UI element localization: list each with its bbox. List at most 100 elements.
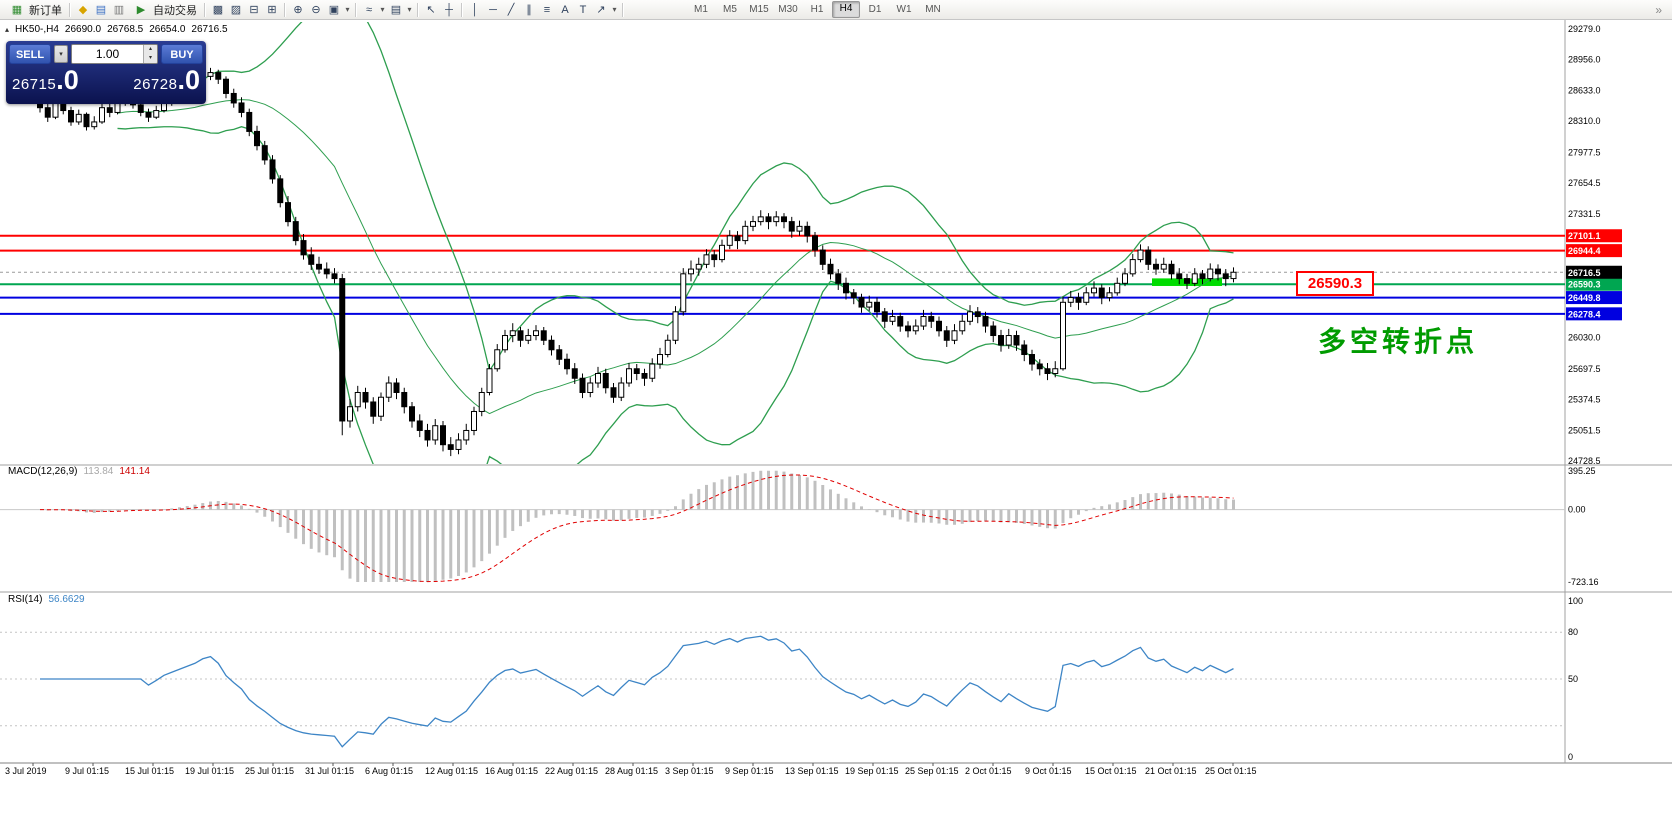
- candle[interactable]: [835, 273, 842, 284]
- shapes-dropdown-icon[interactable]: ▾: [612, 5, 617, 14]
- candle[interactable]: [254, 130, 260, 147]
- candle[interactable]: [579, 377, 586, 393]
- trendline-icon[interactable]: ╱: [507, 4, 515, 16]
- candle[interactable]: [161, 102, 167, 112]
- candle[interactable]: [742, 225, 749, 242]
- candle[interactable]: [571, 368, 578, 379]
- candle[interactable]: [91, 121, 98, 128]
- candle[interactable]: [982, 316, 989, 327]
- candle[interactable]: [416, 420, 423, 431]
- candle[interactable]: [587, 382, 594, 393]
- candle[interactable]: [1191, 273, 1198, 284]
- candle[interactable]: [657, 354, 663, 365]
- new-order-button[interactable]: ▦ 新订单: [4, 2, 66, 18]
- timeframe-m5[interactable]: M5: [723, 4, 737, 15]
- candle[interactable]: [215, 72, 222, 80]
- candle[interactable]: [757, 216, 764, 223]
- candle[interactable]: [664, 339, 671, 356]
- candle[interactable]: [370, 401, 377, 417]
- candle[interactable]: [602, 373, 609, 389]
- cascade-windows-icon[interactable]: ⊟: [249, 4, 259, 16]
- sell-button[interactable]: SELL: [9, 44, 51, 64]
- candle[interactable]: [137, 104, 144, 113]
- candle[interactable]: [726, 235, 733, 246]
- buy-button[interactable]: BUY: [161, 44, 203, 64]
- turning-point-note[interactable]: 多空转折点: [1318, 326, 1479, 357]
- candle[interactable]: [974, 311, 981, 318]
- one-click-toggle-icon[interactable]: ▴: [5, 25, 10, 34]
- candle[interactable]: [1091, 287, 1097, 294]
- candle[interactable]: [897, 316, 904, 327]
- candle[interactable]: [556, 349, 563, 360]
- tile-windows-icon[interactable]: ⊞: [267, 4, 277, 16]
- new-chart-icon[interactable]: ▩: [212, 4, 224, 16]
- navigator-icon[interactable]: ▥: [113, 4, 125, 16]
- candle[interactable]: [1230, 271, 1237, 280]
- candle[interactable]: [672, 311, 679, 341]
- profiles-icon[interactable]: ▨: [230, 4, 242, 16]
- indicators-icon[interactable]: ≈: [365, 3, 373, 16]
- candle[interactable]: [1168, 263, 1175, 275]
- candle[interactable]: [1153, 263, 1159, 270]
- candle[interactable]: [1013, 335, 1020, 346]
- candle[interactable]: [145, 111, 152, 118]
- candle[interactable]: [889, 316, 896, 322]
- candle[interactable]: [936, 320, 942, 332]
- candle[interactable]: [610, 387, 617, 398]
- candle[interactable]: [990, 325, 997, 337]
- volume-down-icon[interactable]: ▾: [144, 54, 157, 63]
- arrow-tool-icon[interactable]: ↗: [596, 4, 606, 16]
- volume-up-icon[interactable]: ▴: [144, 45, 157, 54]
- candle[interactable]: [540, 330, 547, 341]
- candle[interactable]: [633, 368, 640, 375]
- candle[interactable]: [99, 107, 105, 123]
- candle[interactable]: [44, 107, 51, 118]
- candle[interactable]: [207, 72, 214, 77]
- candle[interactable]: [323, 268, 330, 275]
- candle[interactable]: [339, 278, 346, 422]
- candle[interactable]: [261, 145, 268, 161]
- candle[interactable]: [486, 368, 493, 393]
- timeframe-m15[interactable]: M15: [749, 4, 769, 15]
- candle[interactable]: [533, 330, 539, 337]
- candle[interactable]: [478, 391, 485, 412]
- candle[interactable]: [1207, 268, 1214, 280]
- candle[interactable]: [385, 382, 392, 398]
- candle[interactable]: [1021, 344, 1028, 356]
- buy-price[interactable]: 26728 .0: [133, 65, 200, 95]
- candle[interactable]: [285, 202, 291, 223]
- candle[interactable]: [1145, 249, 1152, 265]
- toolbar-overflow-icon[interactable]: »: [1655, 2, 1662, 17]
- candle[interactable]: [1060, 301, 1066, 370]
- candle[interactable]: [153, 110, 160, 118]
- candle[interactable]: [703, 254, 710, 265]
- candle[interactable]: [843, 282, 849, 294]
- candle[interactable]: [68, 110, 74, 123]
- candle[interactable]: [83, 113, 90, 128]
- text-tool-icon[interactable]: A: [561, 3, 569, 16]
- candle[interactable]: [401, 391, 408, 408]
- candle[interactable]: [471, 410, 477, 431]
- auto-trading-button[interactable]: ▶ 自动交易: [128, 2, 201, 18]
- candle[interactable]: [393, 382, 400, 393]
- text-label-icon[interactable]: T: [579, 3, 587, 16]
- candle[interactable]: [765, 216, 772, 223]
- crosshair-icon[interactable]: ┼: [445, 3, 453, 16]
- candle[interactable]: [1005, 335, 1012, 346]
- candle[interactable]: [626, 368, 632, 384]
- candle[interactable]: [1114, 282, 1121, 294]
- candle[interactable]: [618, 382, 625, 398]
- candle[interactable]: [75, 113, 82, 123]
- candle[interactable]: [517, 330, 524, 341]
- candle[interactable]: [881, 311, 888, 322]
- timeframe-h1[interactable]: H1: [810, 4, 824, 15]
- candle[interactable]: [595, 373, 601, 384]
- candle[interactable]: [874, 301, 880, 313]
- candle[interactable]: [649, 363, 656, 379]
- candle[interactable]: [316, 263, 322, 270]
- candle[interactable]: [1106, 292, 1113, 299]
- candle[interactable]: [223, 78, 229, 94]
- candle[interactable]: [525, 335, 532, 341]
- zoom-out-icon[interactable]: ⊖: [311, 4, 321, 16]
- candle[interactable]: [1052, 368, 1059, 375]
